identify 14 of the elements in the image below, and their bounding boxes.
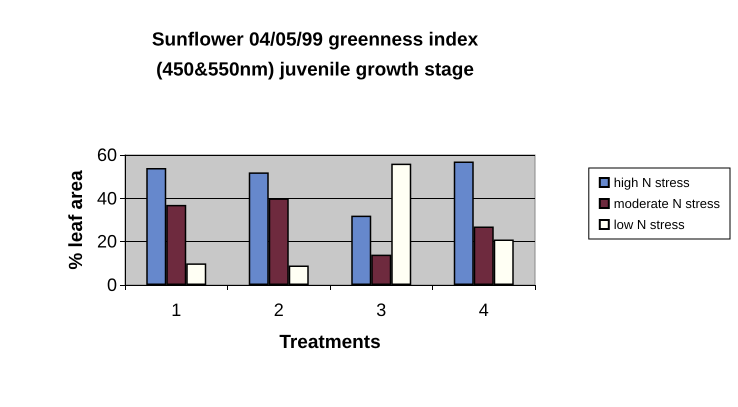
legend-label: low N stress xyxy=(614,217,686,232)
y-tick-label: 20 xyxy=(96,232,117,252)
x-tick-label: 4 xyxy=(478,300,489,320)
x-axis-title: Treatments xyxy=(279,332,381,353)
x-tick-label: 1 xyxy=(171,300,182,320)
chart-title: Sunflower 04/05/99 greenness index (450&550nm) juvenile growth stage xyxy=(152,30,479,80)
y-tick-label: 0 xyxy=(106,275,117,295)
y-tick-label: 40 xyxy=(96,188,117,208)
y-tick-label: 60 xyxy=(96,145,117,165)
y-axis-title: % leaf area xyxy=(66,170,88,270)
x-tick-label: 3 xyxy=(376,300,386,320)
x-tick-label: 2 xyxy=(274,300,284,320)
legend-label: moderate N stress xyxy=(614,196,720,211)
legend-label: high N stress xyxy=(614,175,690,190)
